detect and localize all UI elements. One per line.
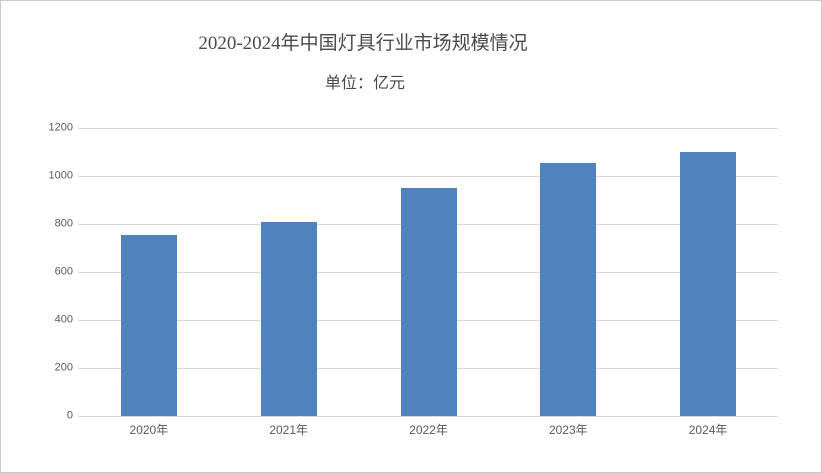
- bar-2022年: [400, 188, 457, 416]
- x-axis-label-2021年: 2021年: [269, 423, 309, 437]
- chart-unit-label: 单位：亿元: [324, 75, 405, 92]
- gridline-0: [79, 415, 778, 417]
- y-axis-label-800: 800: [54, 217, 73, 230]
- bar-2024年: [680, 152, 737, 416]
- x-axis-label-2020年: 2020年: [129, 423, 169, 437]
- x-axis-label-2022年: 2022年: [409, 423, 448, 437]
- y-axis-label-1200: 1200: [48, 121, 73, 134]
- y-axis-label-600: 600: [54, 265, 73, 278]
- x-axis-label-2023年: 2023年: [548, 423, 588, 437]
- y-axis-label-400: 400: [54, 313, 73, 326]
- y-axis-label-0: 0: [66, 409, 73, 422]
- y-axis-label-1000: 1000: [48, 169, 73, 182]
- chart-title: 2020-2024年中国灯具行业市场规模情况: [198, 33, 528, 54]
- bar-2021年: [260, 221, 317, 416]
- bar-2020年: [120, 234, 177, 416]
- gridline-1200: [79, 127, 778, 129]
- bar-2023年: [540, 162, 597, 416]
- plot-area: 0 200 400 600 800 1000 1200 2020年 2021年 2022年 2023…: [49, 122, 778, 437]
- gridline-1000: [79, 175, 778, 177]
- y-axis-label-200: 200: [54, 361, 73, 374]
- x-axis-label-2024年: 2024年: [688, 423, 728, 437]
